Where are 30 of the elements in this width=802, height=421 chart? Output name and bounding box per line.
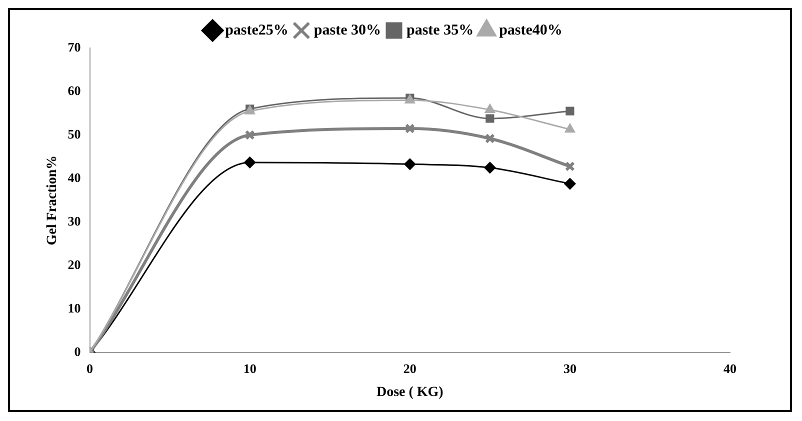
point (484, 162, 496, 174)
x-tick-label: 40 (724, 360, 736, 376)
x-tick-label: 30 (563, 360, 576, 376)
y-tick-label: 20 (68, 256, 81, 272)
point (486, 114, 494, 123)
y-tick-label: 30 (68, 213, 81, 228)
y-tick-label: 50 (68, 126, 81, 142)
x-tick-label: 10 (243, 360, 256, 376)
point (404, 123, 415, 134)
y-tick-label: 40 (68, 170, 81, 185)
point (564, 124, 576, 133)
point (244, 130, 255, 140)
point (484, 133, 495, 144)
y-tick-label: 70 (68, 39, 81, 54)
point (484, 104, 496, 114)
y-tick-label: 0 (74, 344, 81, 359)
legend-label: paste25% (225, 22, 288, 38)
point (404, 158, 416, 170)
point (244, 156, 256, 168)
x-tick-label: 20 (403, 360, 416, 376)
point (566, 106, 574, 116)
y-axis-title: Gel Fraction% (45, 155, 60, 246)
y-tick-label: 60 (68, 82, 81, 98)
x-tick-label: 0 (86, 360, 94, 376)
legend-label: paste 30% (314, 22, 382, 38)
legend-label: paste 35% (406, 22, 474, 38)
y-tick-label: 10 (68, 300, 81, 316)
legend-label: paste40% (499, 22, 562, 38)
point (564, 178, 576, 190)
x-axis-title: Dose ( KG) (376, 385, 444, 400)
